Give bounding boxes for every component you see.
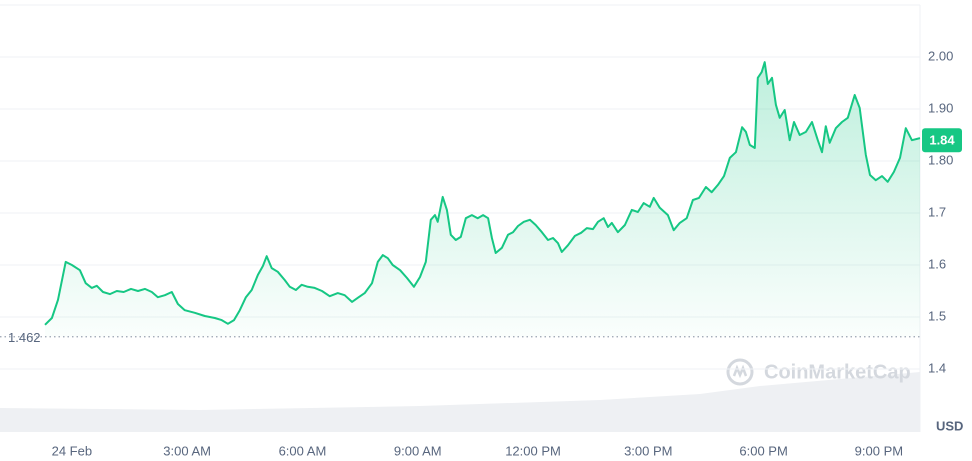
price-badge	[922, 128, 962, 153]
x-tick-label: 3:00 AM	[163, 443, 211, 458]
area-fill	[45, 62, 920, 337]
y-tick-label: 1.90	[928, 100, 953, 115]
unit-label: USD	[936, 418, 963, 433]
y-tick-label: 1.80	[928, 152, 953, 167]
price-badge-label: 1.84	[929, 133, 955, 148]
watermark-logo	[726, 358, 754, 386]
x-tick-label: 3:00 PM	[624, 443, 672, 458]
watermark: CoinMarketCap	[764, 361, 911, 383]
x-tick-label: 6:00 PM	[739, 443, 787, 458]
x-tick-label: 6:00 AM	[279, 443, 327, 458]
y-tick-label: 1.5	[928, 308, 946, 323]
x-tick-label: 12:00 PM	[505, 443, 561, 458]
y-tick-label: 2.00	[928, 48, 953, 63]
y-tick-label: 1.6	[928, 256, 946, 271]
x-tick-label: 9:00 PM	[855, 443, 903, 458]
x-tick-label: 24 Feb	[52, 443, 92, 458]
x-tick-label: 9:00 AM	[394, 443, 442, 458]
reference-label: 1.462	[8, 330, 41, 345]
price-line	[44, 61, 921, 326]
volume-area	[0, 372, 920, 432]
y-tick-label: 1.4	[928, 360, 946, 375]
y-tick-label: 1.7	[928, 204, 946, 219]
